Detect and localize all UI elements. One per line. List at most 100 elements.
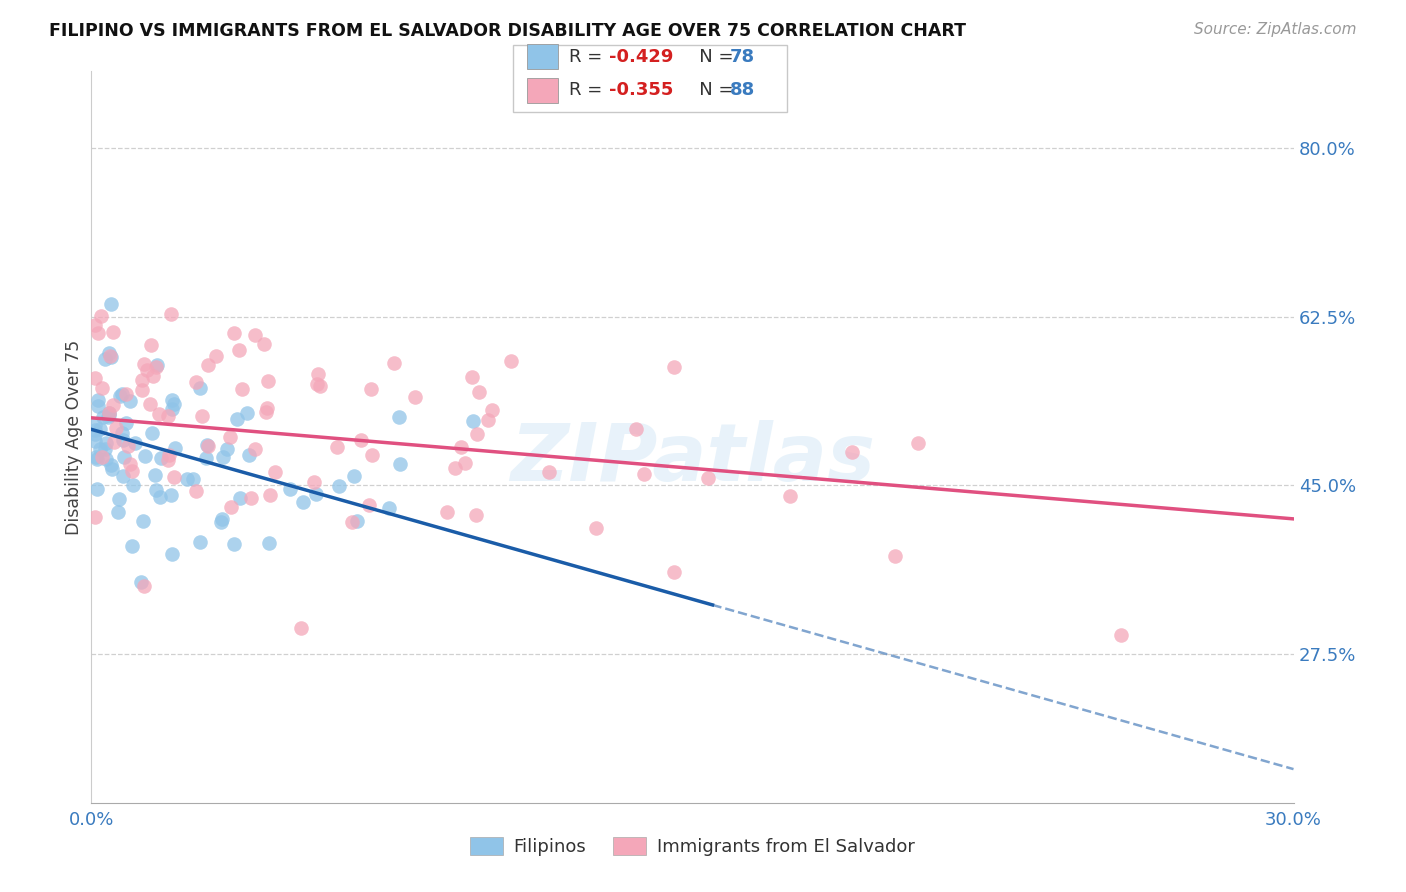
Point <box>121 463 143 477</box>
Point <box>264 465 287 479</box>
Point <box>118 458 141 472</box>
Point <box>86 483 108 497</box>
Point <box>195 451 218 466</box>
Point <box>211 511 233 525</box>
Point <box>257 536 280 550</box>
Point <box>538 466 561 480</box>
Point <box>145 360 167 375</box>
Point <box>841 445 863 459</box>
Point <box>360 382 382 396</box>
Point <box>404 390 426 404</box>
Point <box>779 489 801 503</box>
Point <box>1109 628 1132 642</box>
Point <box>465 508 488 522</box>
Point <box>93 442 115 456</box>
Point <box>87 393 110 408</box>
Text: Source: ZipAtlas.com: Source: ZipAtlas.com <box>1194 22 1357 37</box>
Point <box>436 505 458 519</box>
Point <box>131 383 153 397</box>
Point <box>308 379 330 393</box>
Point <box>236 406 259 420</box>
Point <box>91 381 114 395</box>
Point <box>184 483 207 498</box>
Point <box>103 398 125 412</box>
Point <box>222 326 245 340</box>
Point <box>84 509 107 524</box>
Point <box>361 448 384 462</box>
Point <box>112 434 135 448</box>
Point <box>146 358 169 372</box>
Point <box>163 470 186 484</box>
Point <box>218 429 240 443</box>
Text: N =: N = <box>682 81 740 99</box>
Point <box>240 491 263 506</box>
Point <box>501 354 523 368</box>
Point <box>450 440 472 454</box>
Point <box>342 469 364 483</box>
Point <box>98 409 121 423</box>
Point <box>350 434 373 448</box>
Point <box>197 439 219 453</box>
Point <box>228 343 250 357</box>
Point <box>453 456 475 470</box>
Point <box>98 406 121 420</box>
Point <box>162 402 184 417</box>
Point <box>148 407 170 421</box>
Point <box>304 475 326 490</box>
Point <box>86 452 108 467</box>
Point <box>98 346 121 360</box>
Point <box>150 450 173 465</box>
Point <box>238 448 260 462</box>
Point <box>226 412 249 426</box>
Point <box>100 297 122 311</box>
Point <box>145 483 167 497</box>
Point <box>328 478 350 492</box>
Point <box>110 389 132 403</box>
Point <box>143 467 166 482</box>
Point <box>131 373 153 387</box>
Point <box>181 472 204 486</box>
Point <box>884 549 907 564</box>
Point <box>205 349 228 363</box>
Text: R =: R = <box>569 81 609 99</box>
Point <box>256 401 278 416</box>
Point <box>124 436 146 450</box>
Point <box>104 421 127 435</box>
Point <box>156 409 179 423</box>
Point <box>221 500 243 515</box>
Point <box>156 452 179 467</box>
Point <box>89 442 111 457</box>
Point <box>377 501 399 516</box>
Point <box>90 309 112 323</box>
Point <box>340 515 363 529</box>
Point <box>243 442 266 456</box>
Point <box>163 442 186 456</box>
Text: -0.429: -0.429 <box>609 47 673 66</box>
Point <box>117 439 139 453</box>
Point <box>191 409 214 423</box>
Point <box>160 393 183 408</box>
Point <box>388 409 411 424</box>
Text: 78: 78 <box>730 47 755 66</box>
Point <box>84 371 107 385</box>
Point <box>231 383 253 397</box>
Point <box>84 423 107 437</box>
Point <box>477 413 499 427</box>
Text: R =: R = <box>569 47 609 66</box>
Point <box>101 326 124 340</box>
Point <box>90 450 112 464</box>
Point <box>907 435 929 450</box>
Text: -0.355: -0.355 <box>609 81 673 99</box>
Point <box>160 308 183 322</box>
Point <box>157 448 180 462</box>
Point <box>129 575 152 590</box>
Point <box>633 467 655 482</box>
Point <box>209 516 232 530</box>
Text: FILIPINO VS IMMIGRANTS FROM EL SALVADOR DISABILITY AGE OVER 75 CORRELATION CHART: FILIPINO VS IMMIGRANTS FROM EL SALVADOR … <box>49 22 966 40</box>
Point <box>229 491 252 505</box>
Point <box>111 387 134 401</box>
Point <box>139 397 162 411</box>
Point <box>159 487 181 501</box>
Point <box>139 338 162 352</box>
Point <box>389 457 412 471</box>
